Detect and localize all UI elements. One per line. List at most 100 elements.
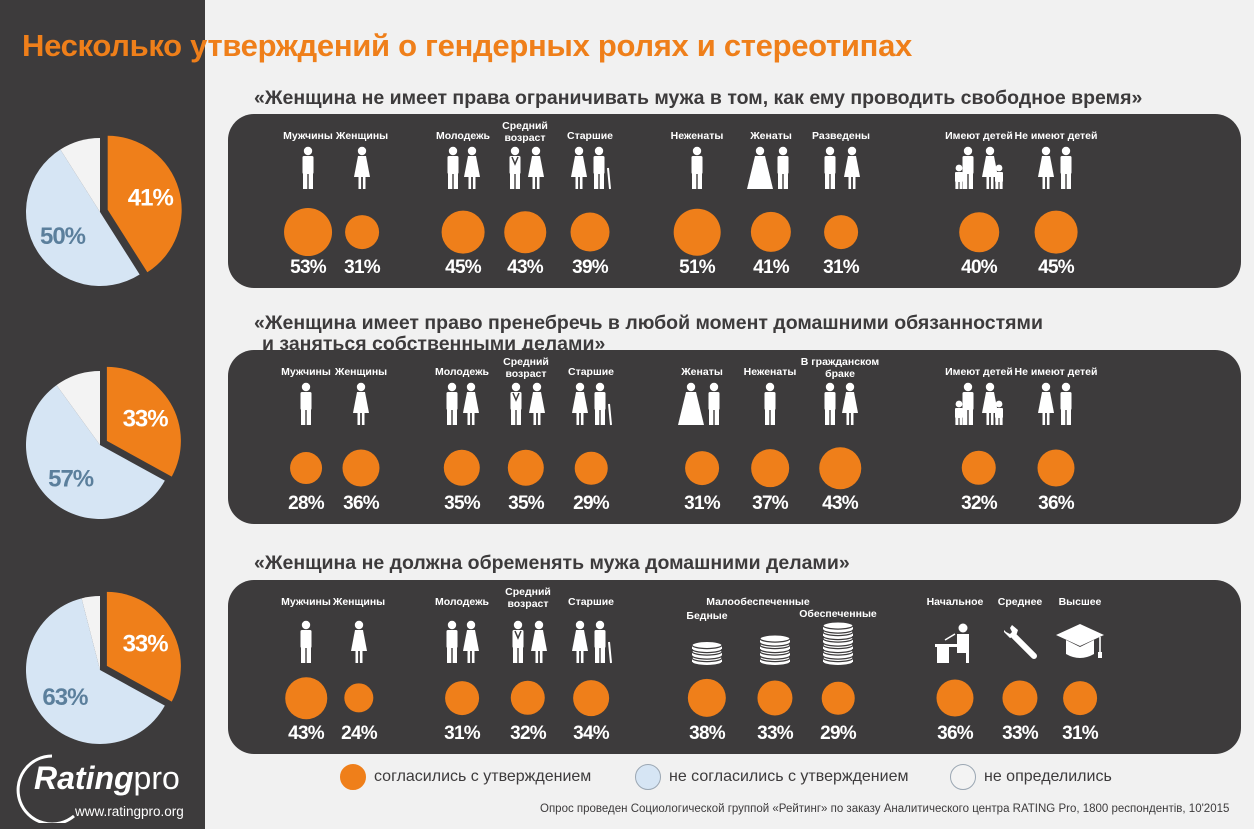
value-bubble bbox=[1037, 449, 1075, 487]
man-icon bbox=[300, 382, 312, 425]
pie-label-disagree: 63% bbox=[42, 684, 88, 711]
legend-swatch-undecided bbox=[950, 764, 976, 790]
pie-slice-agree bbox=[106, 591, 181, 702]
legend-item-disagree: не согласились с утверждением bbox=[635, 764, 908, 790]
pie-slice-disagree bbox=[26, 149, 140, 286]
page-title: Несколько утверждений о гендерных ролях … bbox=[22, 28, 912, 63]
value-bubble bbox=[1002, 680, 1038, 716]
legend-item-agree: согласились с утверждением bbox=[340, 764, 591, 790]
logo-suffix: pro bbox=[133, 760, 180, 796]
value-label: 53% bbox=[290, 257, 326, 278]
value-bubble bbox=[824, 215, 858, 249]
group-label: Не имеют детей bbox=[1014, 130, 1098, 142]
youth-couple-icon bbox=[446, 382, 479, 425]
pie-svg: 33% 57% bbox=[26, 366, 181, 519]
value-bubble bbox=[959, 212, 999, 252]
large-coin-stack-icon bbox=[822, 621, 854, 666]
family-with-children-icon bbox=[955, 382, 1003, 425]
group-label: Среднее bbox=[997, 596, 1043, 608]
value-bubble bbox=[342, 449, 380, 487]
value-label: 32% bbox=[961, 493, 997, 514]
group-label: Средний возраст bbox=[505, 586, 551, 610]
divorced-couple-icon bbox=[824, 146, 860, 189]
group-label: Имеют детей bbox=[945, 130, 1013, 142]
pie-slice-undecided bbox=[60, 138, 100, 212]
pie-label-agree: 33% bbox=[123, 630, 169, 657]
pie-chart-3: 33% 63% bbox=[20, 590, 181, 750]
value-bubble bbox=[673, 208, 721, 256]
value-label: 29% bbox=[820, 723, 856, 744]
value-label: 31% bbox=[344, 257, 380, 278]
pie-slice-undecided bbox=[56, 371, 100, 445]
legend-label-disagree: не согласились с утверждением bbox=[669, 768, 909, 785]
medium-coin-stack-icon bbox=[759, 634, 791, 666]
value-label: 40% bbox=[961, 257, 997, 278]
statement-3-title: «Женщина не должна обременять мужа домаш… bbox=[254, 552, 850, 574]
value-label: 29% bbox=[573, 493, 609, 514]
panel-statement-3: Мужчины 43% Женщины 24% Молодежь 31% Средни… bbox=[228, 580, 1241, 754]
pie-slice-disagree bbox=[26, 385, 165, 519]
small-coin-stack-icon bbox=[691, 640, 723, 666]
value-bubble bbox=[344, 683, 374, 713]
value-label: 36% bbox=[343, 493, 379, 514]
value-label: 43% bbox=[288, 723, 324, 744]
man-icon bbox=[300, 620, 312, 663]
middle-age-couple-icon bbox=[512, 620, 547, 663]
group-label: Начальное bbox=[926, 596, 984, 608]
single-man-icon bbox=[764, 382, 776, 425]
value-bubble bbox=[685, 451, 719, 485]
statement-2-title-line2: и заняться собственными делами» bbox=[262, 333, 606, 355]
panel-statement-1: Мужчины 53% Женщины 31% Молодежь 45% Средни… bbox=[228, 114, 1241, 288]
value-bubble bbox=[504, 211, 546, 253]
pie-label-agree: 33% bbox=[123, 405, 169, 432]
value-label: 31% bbox=[1062, 723, 1098, 744]
pie-svg: 41% 50% bbox=[26, 135, 182, 286]
value-bubble bbox=[757, 680, 793, 716]
value-label: 24% bbox=[341, 723, 377, 744]
value-bubble bbox=[1063, 681, 1097, 715]
woman-icon bbox=[354, 146, 370, 189]
pie-slice-disagree bbox=[26, 598, 165, 744]
woman-icon bbox=[353, 382, 369, 425]
legend-swatch-disagree bbox=[635, 764, 661, 790]
group-label: Мужчины bbox=[281, 366, 331, 378]
value-bubble bbox=[751, 449, 789, 487]
group-label: В гражданском браке bbox=[800, 356, 880, 380]
youth-couple-icon bbox=[447, 146, 480, 189]
logo-wordmark: Ratingpro bbox=[34, 760, 180, 797]
value-bubble bbox=[441, 210, 485, 254]
logo: Ratingpro www.ratingpro.org bbox=[12, 748, 202, 823]
value-bubble bbox=[750, 211, 792, 253]
value-label: 35% bbox=[508, 493, 544, 514]
elderly-couple-icon bbox=[571, 146, 611, 190]
group-label: Мужчины bbox=[283, 130, 333, 142]
group-label: Обеспеченные bbox=[799, 608, 877, 620]
legend-label-agree: согласились с утверждением bbox=[374, 768, 592, 785]
value-label: 32% bbox=[510, 723, 546, 744]
group-label: Женаты bbox=[750, 130, 792, 142]
value-label: 43% bbox=[507, 257, 543, 278]
value-bubble bbox=[961, 450, 997, 486]
value-label: 31% bbox=[684, 493, 720, 514]
elderly-couple-icon bbox=[572, 620, 612, 664]
group-label: Молодежь bbox=[435, 366, 489, 378]
legend: согласились с утверждением не согласилис… bbox=[340, 764, 1220, 794]
legend-swatch-agree bbox=[340, 764, 366, 790]
value-label: 28% bbox=[288, 493, 324, 514]
logo-brand: Rating bbox=[34, 760, 134, 796]
statement-2-title: «Женщина имеет право пренебречь в любой … bbox=[254, 313, 1043, 355]
group-label: Мужчины bbox=[281, 596, 331, 608]
group-label: Молодежь bbox=[436, 130, 490, 142]
footnote: Опрос проведен Социологической группой «… bbox=[540, 803, 1230, 815]
value-bubble bbox=[285, 677, 327, 719]
pie-slice-agree bbox=[107, 135, 182, 273]
value-bubble bbox=[290, 452, 322, 484]
group-label: Бедные bbox=[686, 610, 728, 622]
logo-url: www.ratingpro.org bbox=[75, 804, 184, 819]
value-label: 33% bbox=[757, 723, 793, 744]
pie-chart-1: 41% 50% bbox=[20, 132, 182, 292]
group-label: Средний возраст bbox=[503, 356, 549, 380]
value-label: 41% bbox=[753, 257, 789, 278]
value-bubble bbox=[821, 681, 855, 715]
group-label: Средний возраст bbox=[502, 120, 548, 144]
